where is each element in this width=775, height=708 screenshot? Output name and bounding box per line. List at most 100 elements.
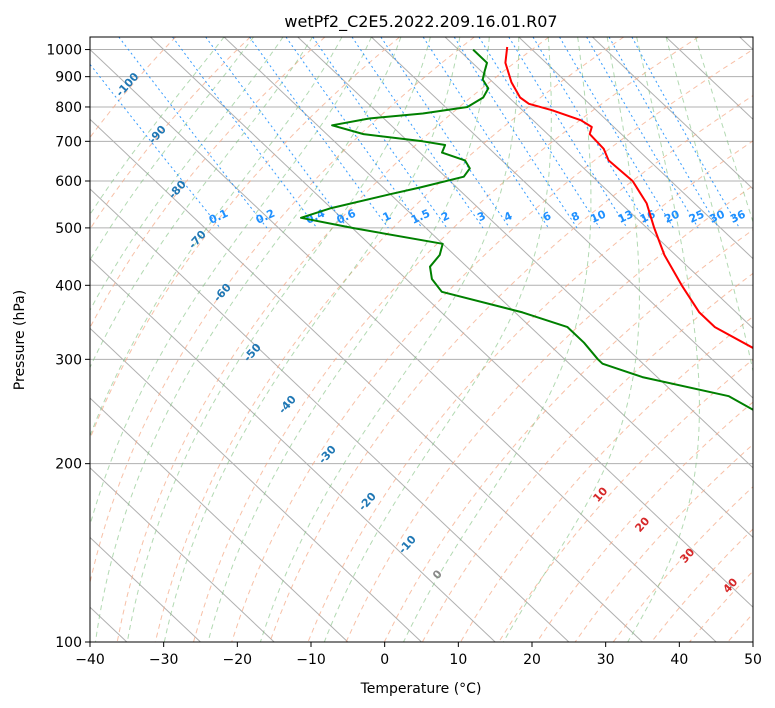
dry-adiabat-line — [231, 49, 753, 642]
dry-adiabat-label: -60 — [211, 281, 234, 305]
mixing-ratio-line — [205, 37, 349, 229]
mixing-ratio-line — [422, 37, 549, 229]
mixing-ratio-label: 1.5 — [409, 207, 432, 227]
isotherm-line — [90, 536, 201, 642]
moist-adiabat-line — [90, 37, 372, 528]
moist-adiabat-line — [90, 37, 254, 261]
mixing-ratio-label: 30 — [707, 207, 727, 225]
dry-adiabat-label: -90 — [146, 123, 169, 147]
x-tick-label: 40 — [670, 652, 688, 668]
dry-adiabat-label: -30 — [316, 443, 339, 467]
mixing-ratio-label: 13 — [616, 208, 635, 226]
mixing-ratio-label: 0.6 — [335, 207, 358, 227]
isotherm-line — [90, 327, 422, 642]
moist-adiabat-line — [259, 37, 520, 642]
mixing-ratio-line — [532, 37, 650, 229]
isotherm-line — [90, 188, 570, 642]
y-tick-label: 300 — [55, 352, 82, 368]
x-tick-label: −10 — [296, 652, 326, 668]
isotherm-line — [90, 257, 496, 642]
chart-title: wetPf2_C2E5.2022.209.16.01.R07 — [284, 12, 557, 32]
mixing-ratio-label: 2 — [439, 209, 451, 224]
isotherm-line — [739, 37, 753, 51]
dry-adiabat-line — [90, 37, 475, 585]
dry-adiabat-label: -40 — [276, 393, 299, 417]
x-tick-label: 30 — [597, 652, 615, 668]
dry-adiabat-line — [90, 37, 251, 231]
isotherm-line — [150, 37, 753, 608]
mixing-ratio-line — [586, 37, 699, 229]
isotherm-line — [444, 37, 753, 330]
dry-adiabat-line — [90, 37, 176, 139]
y-tick-label: 1000 — [46, 43, 82, 59]
x-tick-label: −30 — [149, 652, 179, 668]
mixing-ratio-label: 20 — [662, 207, 682, 225]
mixing-ratio-label: 6 — [541, 209, 554, 224]
mixing-ratio-label: 25 — [687, 208, 706, 226]
dry-adiabat-line — [421, 272, 753, 642]
isotherm-line — [223, 37, 753, 539]
y-tick-label: 200 — [55, 457, 82, 473]
mixing-ratio-line — [508, 37, 628, 229]
plot-area: 0.1 0.2 0.4 0.6 1 1.5 2 3 4 6 8 10 13 16 20 25 30 36-100-… — [90, 37, 775, 642]
mixing-ratio-label: 8 — [569, 209, 581, 224]
isotherm-line — [518, 37, 753, 260]
moist-adiabat-line — [90, 37, 284, 312]
x-tick-label: 10 — [449, 652, 467, 668]
mixing-ratio-line — [285, 37, 423, 229]
y-tick-label: 600 — [55, 174, 82, 190]
dry-adiabat-line — [269, 94, 753, 642]
plot-frame — [89, 36, 754, 643]
mixing-ratio-line — [559, 37, 674, 229]
temperature-profile-line — [504, 46, 753, 350]
dry-adiabat-label: -70 — [186, 228, 209, 252]
dry-adiabat-line — [727, 613, 753, 642]
dry-adiabat-label: -50 — [241, 341, 264, 365]
isotherm-line — [90, 48, 717, 642]
isotherm-line — [297, 37, 753, 469]
mixing-ratio-line — [90, 63, 221, 229]
mixing-ratio-line — [453, 37, 578, 229]
x-tick-label: −20 — [223, 652, 253, 668]
dry-adiabat-line — [383, 229, 753, 642]
dry-adiabat-label: -10 — [396, 533, 419, 557]
dry-adiabat-line — [766, 37, 775, 642]
moist-adiabat-label: 10 — [590, 484, 610, 504]
mixing-ratio-line — [312, 37, 448, 229]
y-tick-label: 900 — [55, 70, 82, 86]
moist-adiabat-label: 20 — [632, 514, 652, 534]
isotherm-line — [592, 37, 753, 190]
moist-adiabat-line — [403, 37, 592, 642]
isotherm-line — [90, 118, 643, 642]
moist-adiabat-line — [207, 37, 490, 642]
y-tick-label: 500 — [55, 221, 82, 237]
moist-adiabat-line — [163, 37, 461, 642]
dry-adiabat-line — [689, 570, 753, 642]
dry-adiabat-line — [651, 528, 753, 642]
mixing-ratio-line — [118, 37, 268, 229]
x-tick-label: −40 — [75, 652, 105, 668]
axis-ticks: −40 −30 −20 −10 0 10 20 30 40 50 1000 900 800 700 600 5… — [46, 43, 762, 668]
x-tick-label: 50 — [744, 652, 762, 668]
y-axis-label: Pressure (hPa) — [12, 290, 28, 390]
moist-adiabat-line — [95, 37, 402, 642]
x-tick-label: 0 — [380, 652, 389, 668]
dry-adiabat-line — [345, 184, 753, 642]
isotherm-line — [90, 397, 349, 642]
y-tick-label: 100 — [55, 635, 82, 651]
dry-adiabat-line — [193, 37, 699, 642]
mixing-ratio-line — [608, 37, 720, 229]
moist-adiabat-label: 30 — [677, 545, 697, 565]
y-tick-label: 800 — [55, 100, 82, 116]
y-tick-label: 700 — [55, 134, 82, 150]
x-axis-label: Temperature (°C) — [360, 681, 482, 697]
dry-adiabat-line — [154, 37, 624, 642]
isotherm-line — [90, 467, 275, 642]
mixing-ratio-label: 1 — [381, 209, 393, 224]
isotherm-line — [371, 37, 753, 399]
moist-adiabat-line — [695, 37, 753, 224]
dry-adiabat-line — [574, 443, 753, 642]
mixing-ratio-label: 3 — [475, 209, 487, 224]
dewpoint-profile-line — [300, 48, 753, 411]
